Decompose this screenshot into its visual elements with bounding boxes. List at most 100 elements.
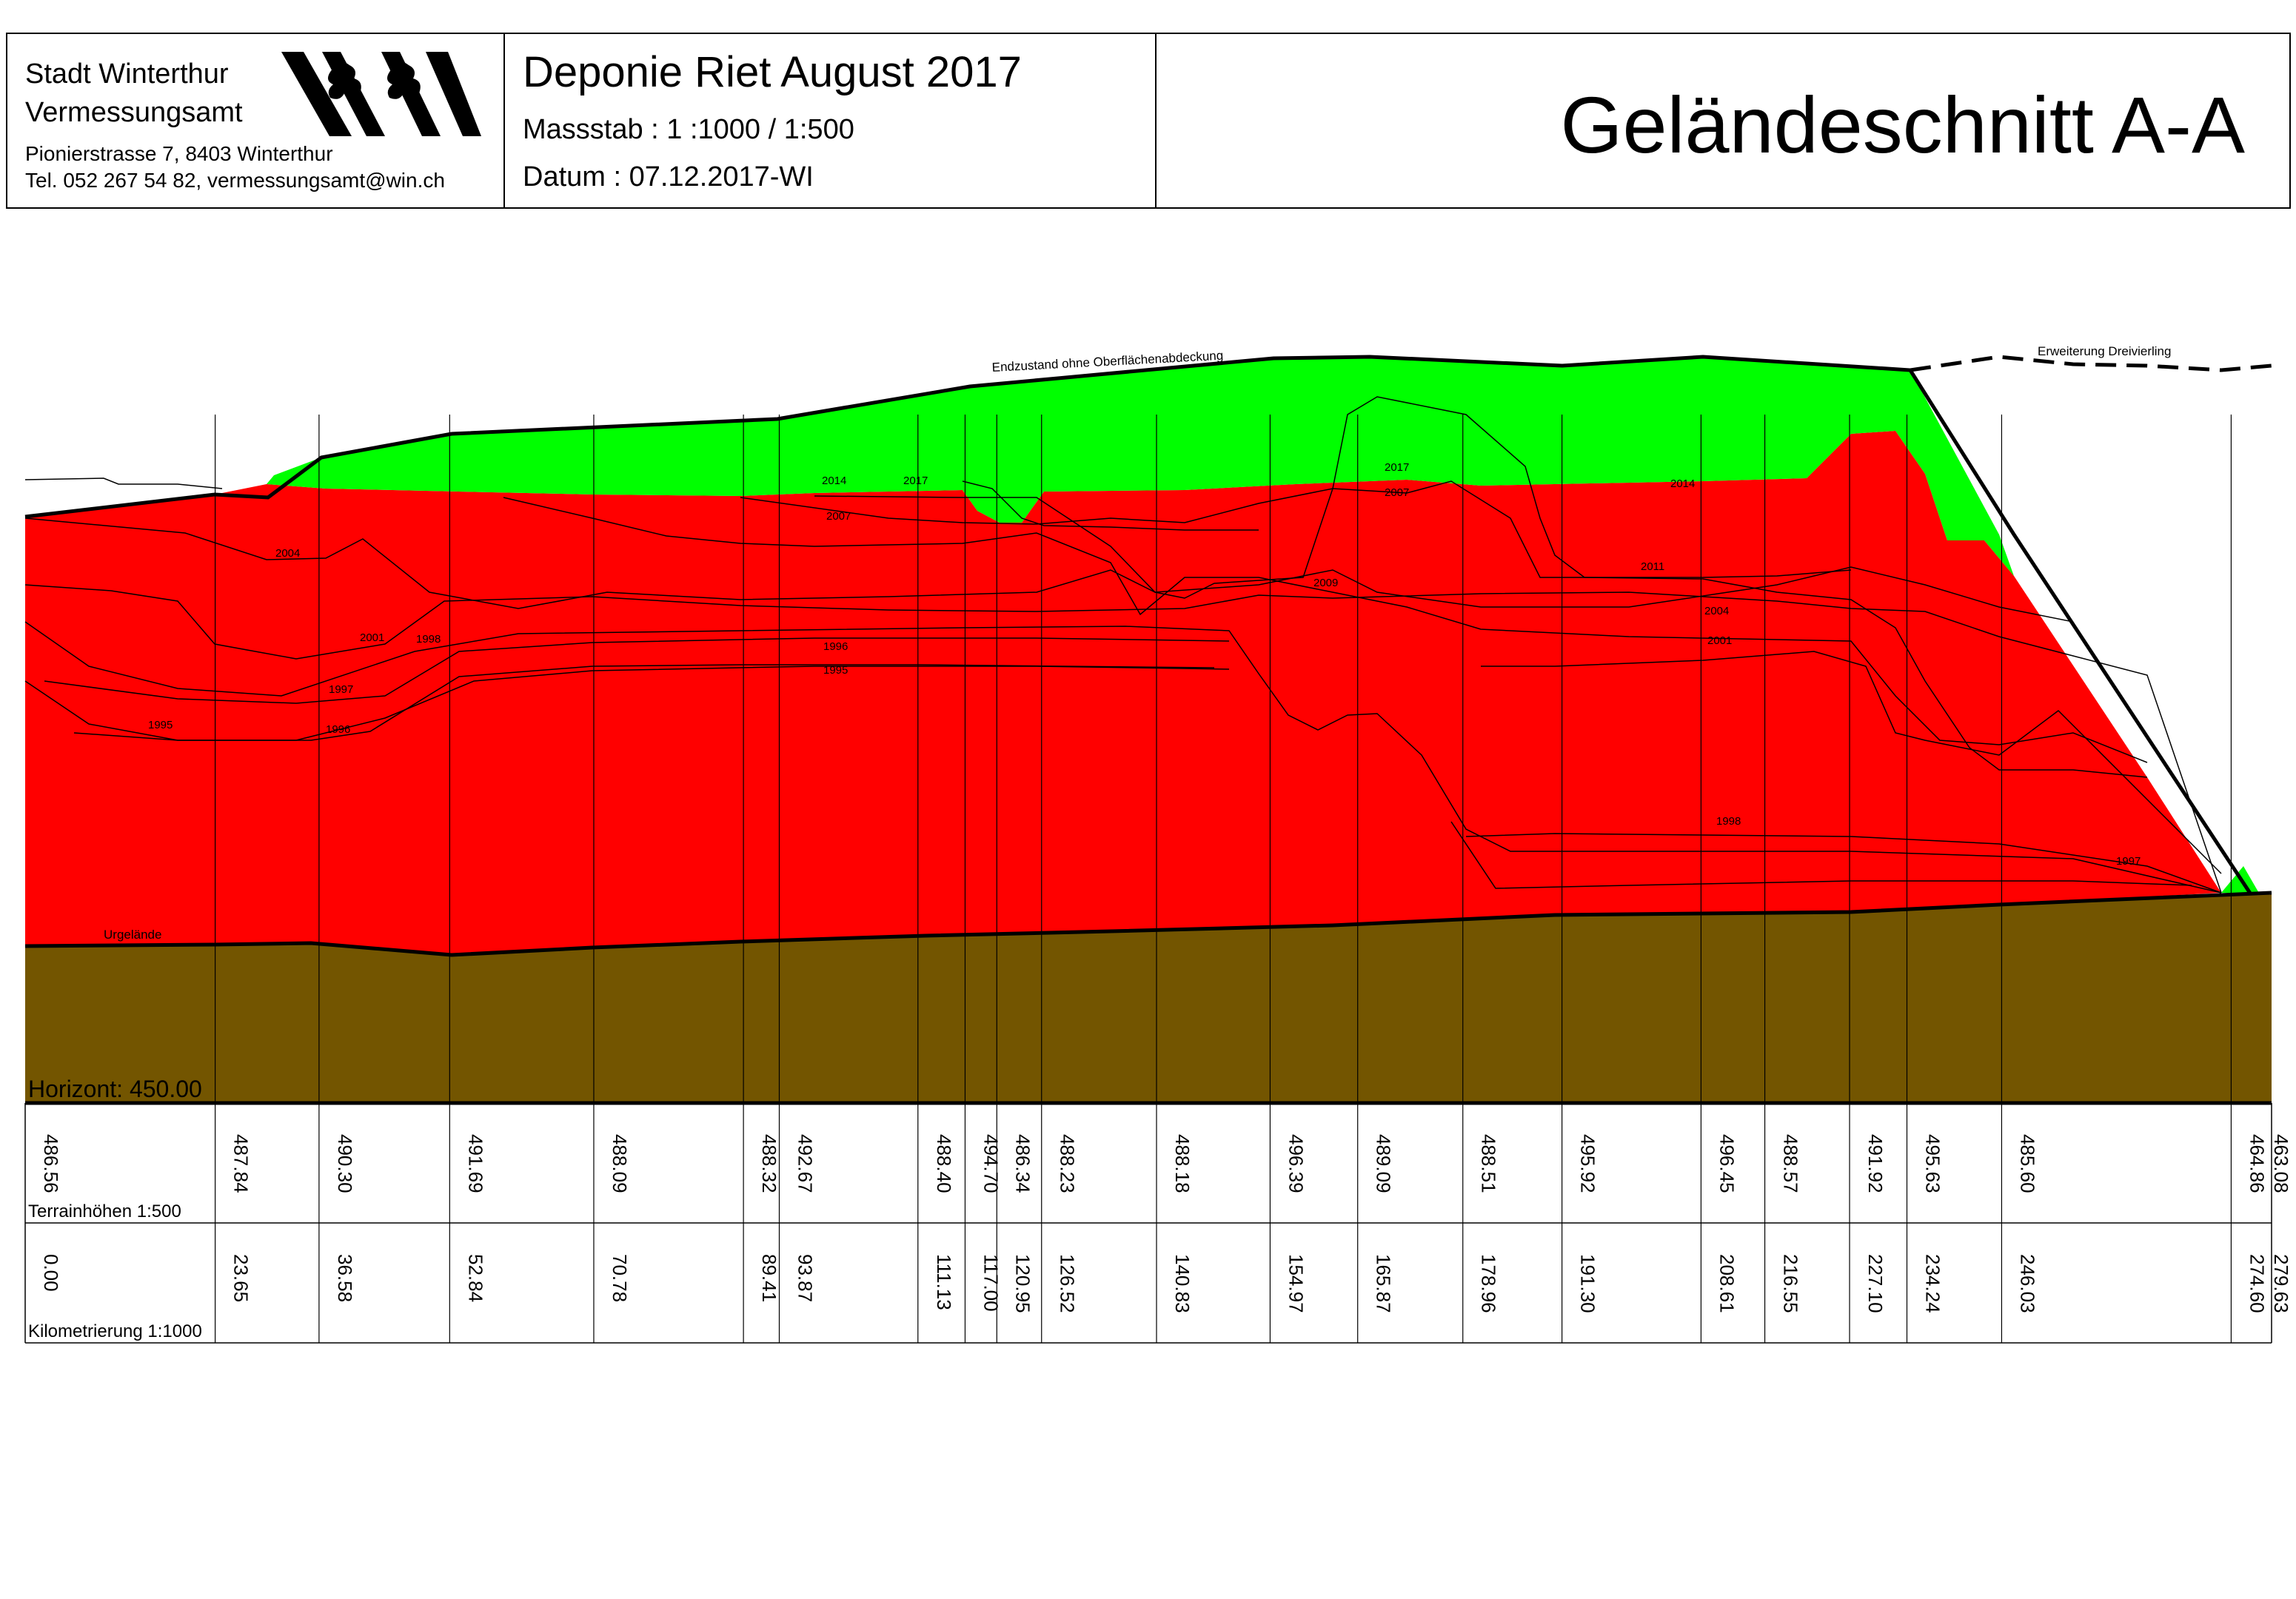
station-label: Kilometrierung 1:1000 [28, 1321, 202, 1341]
year-label: 1995 [823, 664, 848, 677]
horizon-label: Horizont: 450.00 [28, 1076, 202, 1102]
year-line [1450, 821, 2192, 889]
section-title: Geländeschnitt A-A [1560, 80, 2245, 170]
year-label: 2001 [360, 631, 384, 644]
year-line [24, 621, 2222, 894]
year-label: 1998 [1716, 815, 1741, 828]
organisation-contact: Tel. 052 267 54 82, vermessungsamt@win.c… [25, 169, 445, 192]
station-value: 274.60 [2246, 1254, 2268, 1313]
station-value: 52.84 [464, 1254, 486, 1302]
year-label: 2014 [822, 475, 846, 487]
year-line [24, 666, 1230, 741]
year-line [1481, 651, 2222, 874]
station-values: 0.00 23.65 36.58 52.84 70.78 89.41 93.87 111.13… [40, 1254, 2292, 1313]
organisation-name: Stadt Winterthur [25, 58, 229, 90]
terrain-height-value: 496.39 [1285, 1134, 1307, 1193]
station-value: 178.96 [1478, 1254, 1500, 1313]
organisation-department: Vermessungsamt [25, 97, 243, 128]
terrain-height-value: 464.86 [2246, 1134, 2268, 1193]
station-value: 126.52 [1057, 1254, 1079, 1313]
terrain-height-value: 463.08 [2270, 1134, 2292, 1193]
terrain-height-value: 491.69 [464, 1134, 486, 1193]
project-cell: Deponie Riet August 2017 Massstab : 1 :1… [505, 34, 1157, 207]
terrain-height-value: 494.70 [980, 1134, 1002, 1193]
year-label: 1996 [326, 723, 350, 736]
year-label: 1997 [329, 683, 353, 696]
year-line [1465, 833, 2222, 894]
winterthur-coat-of-arms-icon [281, 52, 481, 136]
year-label: 2017 [903, 475, 928, 487]
station-value: 0.00 [40, 1254, 62, 1292]
year-label: 1998 [416, 633, 441, 646]
station-value: 93.87 [794, 1254, 816, 1302]
extension-line [1910, 355, 2272, 372]
year-label: 1997 [2116, 855, 2141, 868]
year-label: 2004 [1704, 605, 1729, 617]
year-lines [24, 396, 2222, 894]
terrain-height-label: Terrainhöhen 1:500 [28, 1201, 181, 1221]
year-label: 2017 [1385, 461, 1409, 474]
year-line [24, 517, 2074, 623]
station-value: 227.10 [1864, 1254, 1887, 1313]
ground-area [25, 893, 2272, 1103]
final-surface-line [24, 355, 2253, 896]
station-value: 23.65 [230, 1254, 252, 1302]
terrain-height-value: 486.56 [40, 1134, 62, 1193]
year-label: 1995 [148, 719, 173, 731]
year-label: 2001 [1707, 634, 1732, 647]
cover-area [267, 357, 2014, 576]
station-value: 36.58 [334, 1254, 356, 1302]
terrain-height-value: 495.63 [1922, 1134, 1944, 1193]
station-value: 70.78 [609, 1254, 631, 1302]
station-value: 165.87 [1373, 1254, 1395, 1313]
year-line [962, 480, 1259, 531]
station-value: 89.41 [758, 1254, 780, 1302]
terrain-height-value: 496.45 [1716, 1134, 1738, 1193]
terrain-height-value: 485.60 [2016, 1134, 2038, 1193]
station-value: 154.97 [1285, 1254, 1307, 1313]
year-label: 2007 [826, 510, 851, 523]
terrain-height-value: 490.30 [334, 1134, 356, 1193]
year-label: 1996 [823, 640, 848, 653]
year-line [24, 584, 2222, 894]
extension-label: Erweiterung Dreivierling [2038, 344, 2171, 358]
station-value: 111.13 [933, 1254, 955, 1310]
year-line [503, 497, 2148, 763]
station-value: 140.83 [1171, 1254, 1194, 1313]
original-ground-label: Urgelände [104, 928, 161, 942]
terrain-height-value: 488.09 [609, 1134, 631, 1193]
title-block: Stadt Winterthur Vermessungsamt Pioniers… [6, 33, 2291, 209]
station-value: 234.24 [1922, 1254, 1944, 1313]
terrain-height-value: 491.92 [1864, 1134, 1887, 1193]
year-line [44, 637, 1230, 704]
organisation-cell: Stadt Winterthur Vermessungsamt Pioniers… [7, 34, 505, 207]
profile-table [24, 1103, 2272, 1344]
terrain-height-value: 488.18 [1171, 1134, 1194, 1193]
station-value: 117.00 [980, 1254, 1002, 1312]
year-label: 2014 [1670, 477, 1695, 490]
terrain-height-value: 488.51 [1478, 1134, 1500, 1193]
year-label: 2011 [1641, 560, 1664, 573]
year-label: 2004 [275, 547, 300, 560]
station-value: 279.63 [2270, 1254, 2292, 1313]
existing-surface-left [24, 477, 223, 489]
terrain-height-value: 492.67 [794, 1134, 816, 1193]
terrain-height-value: 488.57 [1780, 1134, 1802, 1193]
station-value: 216.55 [1780, 1254, 1802, 1313]
terrain-height-value: 488.32 [758, 1134, 780, 1193]
year-labels: 2004 2001 1998 1997 1995 1996 2014 2017 … [148, 461, 2141, 868]
year-line [73, 664, 1215, 741]
terrain-height-value: 487.84 [230, 1134, 252, 1193]
station-lines [215, 415, 2232, 1343]
section-title-cell: Geländeschnitt A-A [1157, 34, 2289, 207]
station-value: 191.30 [1577, 1254, 1599, 1313]
year-line [740, 480, 2148, 778]
terrain-height-values: 486.56 487.84 490.30 491.69 488.09 488.32 492.… [40, 1134, 2292, 1193]
terrain-height-value: 486.34 [1011, 1134, 1034, 1193]
organisation-address: Pionierstrasse 7, 8403 Winterthur [25, 142, 333, 165]
project-title: Deponie Riet August 2017 [523, 48, 1022, 96]
terrain-height-value: 488.23 [1057, 1134, 1079, 1193]
terrain-height-value: 495.92 [1577, 1134, 1599, 1193]
station-value: 246.03 [2016, 1254, 2038, 1313]
